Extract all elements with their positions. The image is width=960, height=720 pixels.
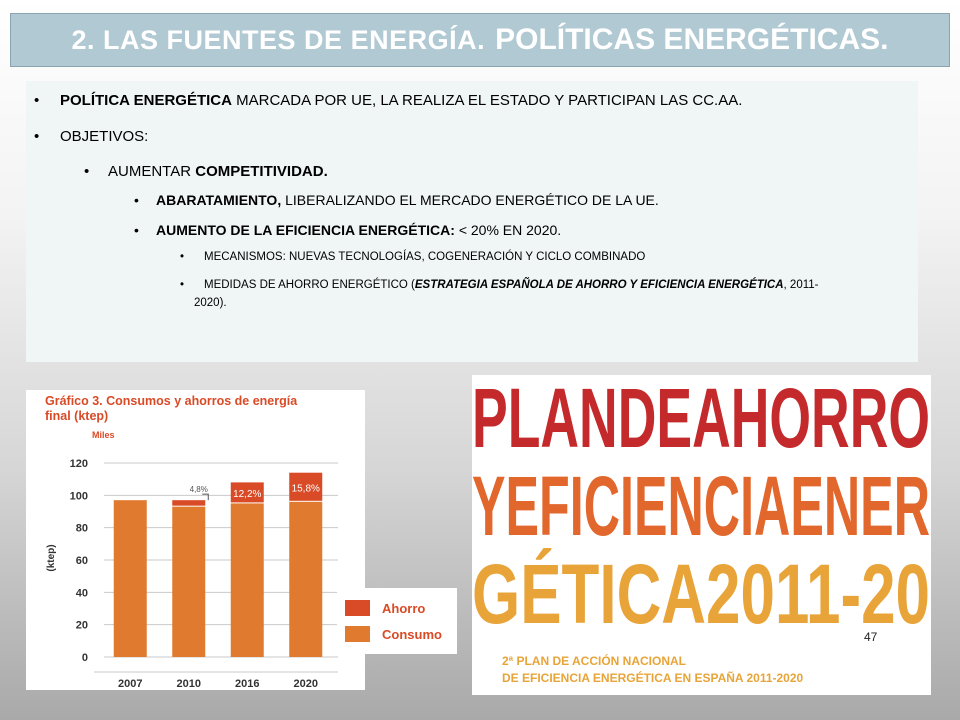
chart-y-ticks: 0 20 40 60 80 100 120	[70, 458, 88, 664]
chart-y-axis-label: (ktep)	[46, 544, 57, 571]
bar-ahorro	[172, 500, 206, 506]
x-tick-label: 2020	[294, 678, 318, 690]
bullet-abaratamiento: • ABARATAMIENTO, LIBERALIZANDO EL MERCAD…	[134, 190, 659, 211]
bullet-text: 2020).	[194, 296, 227, 309]
bullet-competitividad: • AUMENTAR COMPETITIVIDAD.	[84, 161, 328, 184]
chart-title-line1: Gráfico 3. Consumos y ahorros de energía	[45, 394, 298, 408]
bullet-eficiencia: • AUMENTO DE LA EFICIENCIA ENERGÉTICA: <…	[134, 220, 561, 241]
bullet-text-bold: POLÍTICA ENERGÉTICA	[60, 92, 232, 109]
plan-subtitle-2: DE EFICIENCIA ENERGÉTICA EN ESPAÑA 2011-…	[502, 670, 804, 685]
bullet-dot: •	[34, 92, 40, 109]
bullet-dot: •	[180, 279, 185, 291]
bullet-dot: •	[180, 251, 185, 263]
chart-unit-label: Miles	[92, 430, 115, 440]
title-main: POLÍTICAS ENERGÉTICAS.	[495, 23, 889, 56]
chart-title-line2: final (ktep)	[45, 409, 108, 423]
bullet-text-bold: COMPETITIVIDAD.	[195, 163, 328, 180]
x-tick-label: 2016	[235, 678, 259, 690]
bullet-text: MECANISMOS: NUEVAS TECNOLOGÍAS, COGENERA…	[204, 251, 646, 263]
data-label: 15,8%	[292, 483, 320, 494]
plan-line-2: YEFICIENCIAENER	[472, 459, 930, 553]
y-tick-label: 100	[70, 490, 88, 502]
y-tick-label: 40	[76, 587, 88, 599]
bullet-text-bold-italic: ESTRATEGIA ESPAÑOLA DE AHORRO Y EFICIENC…	[414, 279, 784, 291]
data-label: 4,8%	[190, 485, 208, 494]
legend-label-ahorro: Ahorro	[382, 601, 425, 616]
y-tick-label: 0	[82, 652, 88, 664]
bullet-text-bold: ABARATAMIENTO,	[156, 192, 282, 208]
bullet-text: , 2011-	[783, 279, 819, 291]
bullet-politica-energetica: • POLÍTICA ENERGÉTICA MARCADA POR UE, LA…	[34, 90, 914, 113]
legend-swatch-ahorro	[345, 600, 370, 616]
bullet-text: OBJETIVOS:	[60, 128, 149, 145]
x-tick-label: 2007	[118, 678, 142, 690]
bullet-dot: •	[34, 128, 40, 145]
bar-chart: Gráfico 3. Consumos y ahorros de energía…	[45, 394, 338, 690]
bullet-text: LIBERALIZANDO EL MERCADO ENERGÉTICO DE L…	[281, 192, 659, 208]
bullet-medidas: • MEDIDAS DE AHORRO ENERGÉTICO (ESTRATEG…	[180, 277, 910, 313]
y-tick-label: 80	[76, 523, 88, 535]
bullet-objetivos: • OBJETIVOS:	[34, 126, 148, 149]
chart-x-ticks: 2007 2010 2016 2020	[118, 678, 318, 690]
data-label: 12,2%	[233, 489, 261, 500]
plan-subtitle-1: 2ª PLAN DE ACCIÓN NACIONAL	[502, 653, 686, 668]
x-tick-label: 2010	[177, 678, 201, 690]
bullet-text: < 20% EN 2020.	[454, 222, 562, 238]
chart-legend: Ahorro Consumo	[337, 588, 457, 654]
legend-swatch-consumo	[345, 626, 370, 642]
y-tick-label: 120	[70, 458, 88, 470]
legend-label-consumo: Consumo	[382, 627, 442, 642]
data-label-bracket	[202, 493, 209, 501]
bullet-dot: •	[84, 163, 90, 180]
chart-bars: 4,8% 12,2% 15,8%	[113, 472, 323, 657]
bar-consumo	[113, 500, 147, 657]
y-tick-label: 20	[76, 620, 88, 632]
bullet-mecanismos: • MECANISMOS: NUEVAS TECNOLOGÍAS, COGENE…	[180, 249, 645, 267]
bar-consumo	[289, 501, 323, 657]
bar-ahorro	[289, 472, 323, 501]
title-section-label: 2. LAS FUENTES DE ENERGÍA.	[71, 24, 486, 55]
bar-consumo	[230, 503, 264, 657]
plan-line-3: GÉTICA2011-20	[472, 547, 930, 641]
bullet-dot: •	[134, 192, 139, 208]
bar-consumo	[172, 506, 206, 657]
y-tick-label: 60	[76, 555, 88, 567]
chart-panel: Gráfico 3. Consumos y ahorros de energía…	[26, 390, 365, 690]
bullet-text: AUMENTAR	[108, 163, 196, 180]
content-box: • POLÍTICA ENERGÉTICA MARCADA POR UE, LA…	[26, 81, 918, 362]
bullet-dot: •	[134, 222, 139, 238]
bullet-text-bold: AUMENTO DE LA EFICIENCIA ENERGÉTICA:	[156, 222, 455, 238]
bar-ahorro	[230, 482, 264, 503]
bullet-text: MARCADA POR UE, LA REALIZA EL ESTADO Y P…	[231, 92, 743, 109]
slide-number: 47	[864, 630, 878, 644]
plan-line-1: PLANDEAHORRO	[472, 375, 930, 465]
plan-ahorro-cover: PLANDEAHORRO YEFICIENCIAENER GÉTICA2011-…	[472, 375, 931, 695]
slide-title-bar: 2. LAS FUENTES DE ENERGÍA. POLÍTICAS ENE…	[10, 13, 950, 67]
bullet-text: MEDIDAS DE AHORRO ENERGÉTICO (	[204, 279, 415, 291]
